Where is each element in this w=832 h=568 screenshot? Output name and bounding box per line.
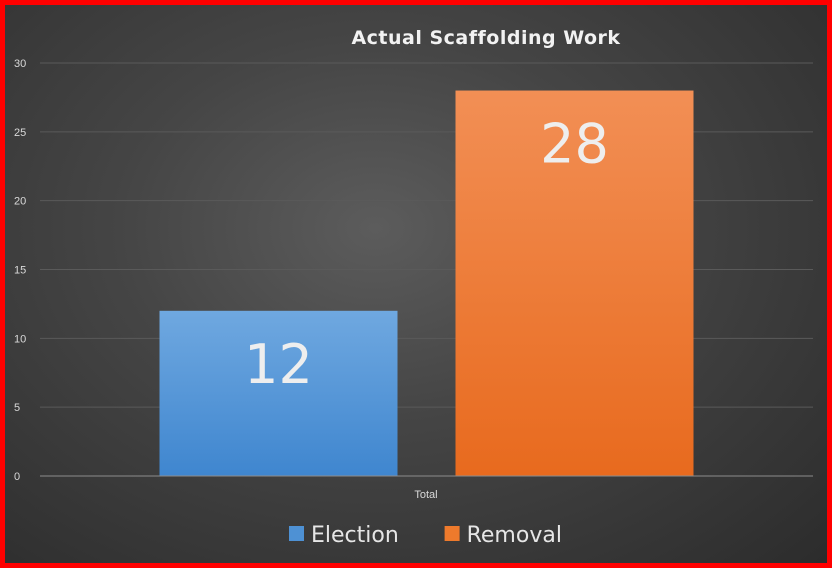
gridlines [40, 62, 813, 408]
y-tick-label: 25 [14, 127, 26, 139]
data-label-removal: 28 [540, 113, 609, 176]
legend-swatch-removal [444, 526, 460, 541]
y-tick-label: 0 [14, 471, 20, 483]
y-axis-ticks: 0 5 10 15 20 25 30 [14, 58, 26, 483]
y-tick-label: 10 [14, 333, 26, 345]
data-labels: 12 28 [244, 113, 609, 396]
legend-label-removal: Removal [467, 523, 562, 548]
legend-swatch-election [289, 526, 304, 541]
legend-label-election: Election [311, 523, 399, 548]
category-label: Total [414, 489, 437, 501]
bar-removal [455, 90, 694, 477]
chart-title: Actual Scaffolding Work [351, 27, 620, 49]
bars [159, 90, 694, 477]
y-tick-label: 15 [14, 265, 26, 277]
y-tick-label: 5 [14, 402, 20, 414]
legend: Election Removal [289, 523, 562, 548]
data-label-election: 12 [244, 333, 313, 396]
bar-election [159, 310, 398, 476]
y-tick-label: 30 [14, 58, 26, 70]
y-tick-label: 20 [14, 196, 26, 208]
